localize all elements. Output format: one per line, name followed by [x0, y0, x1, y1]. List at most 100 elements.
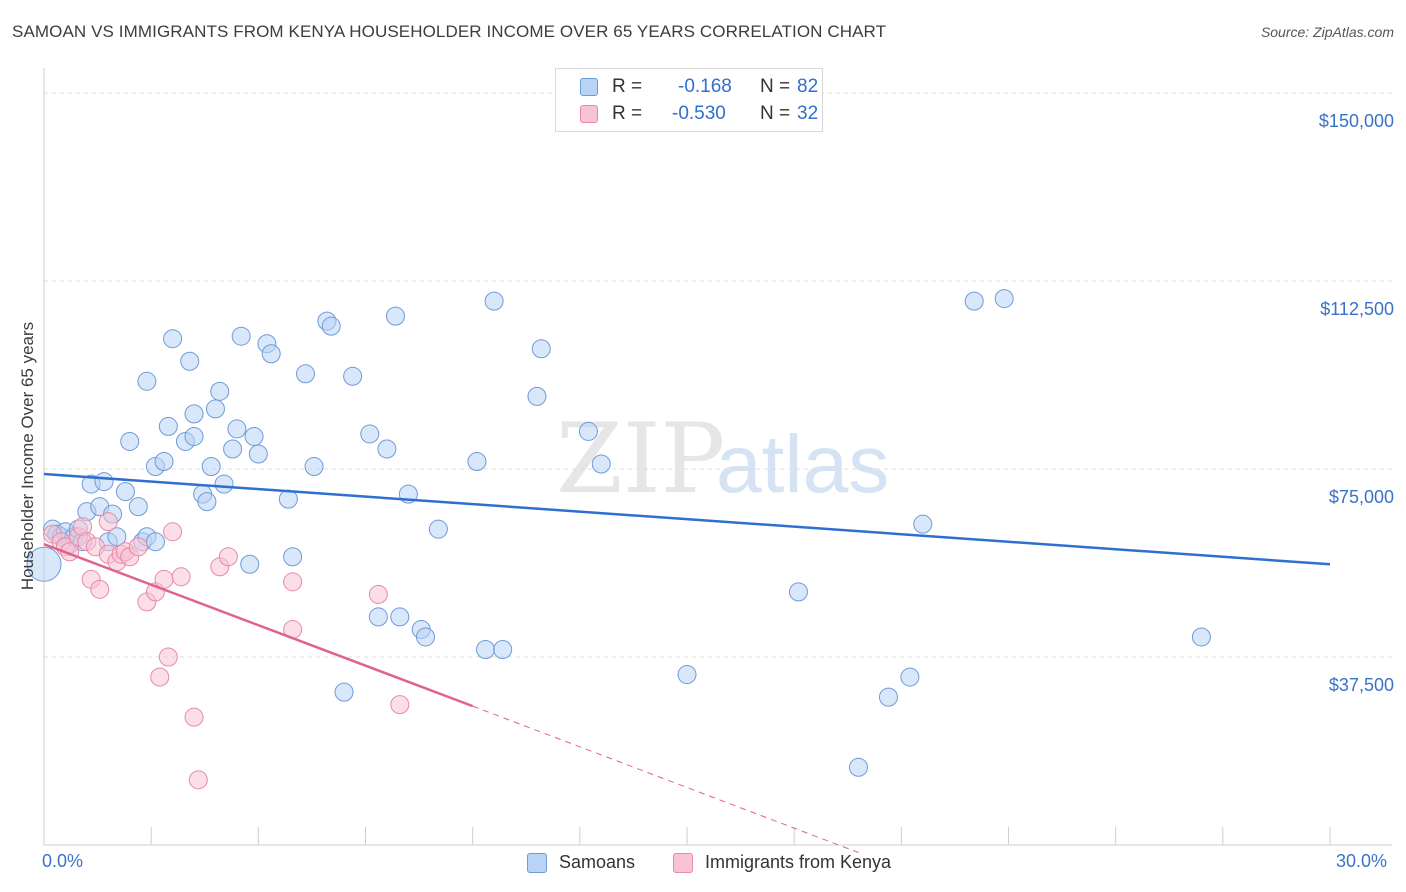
kenya-points [43, 512, 410, 790]
bottom-legend-swatch-samoans [527, 853, 547, 873]
axes [43, 68, 1392, 846]
samoans-point [493, 639, 513, 659]
kenya-point [218, 547, 238, 567]
kenya-point [390, 695, 410, 715]
legend-n-value-samoans: 82 [797, 76, 819, 97]
samoans-point [145, 532, 165, 552]
y-tick-label: $112,500 [1320, 299, 1394, 320]
samoans-point [94, 472, 114, 492]
samoans-point [244, 426, 264, 446]
legend-swatch-samoans [580, 78, 598, 96]
samoans-point [428, 519, 448, 539]
kenya-point [188, 770, 208, 790]
samoans-point [484, 291, 504, 311]
samoans-point [107, 527, 127, 547]
legend-r-label: R = [612, 103, 643, 124]
samoans-point [360, 424, 380, 444]
kenya-point [163, 522, 183, 542]
legend-n-label: N = [760, 103, 791, 124]
legend-swatch-kenya [580, 105, 598, 123]
legend-r-value-samoans: -0.168 [678, 76, 732, 97]
legend-n-value-kenya: 32 [797, 103, 819, 124]
legend-n-label: N = [760, 76, 791, 97]
samoans-point [205, 399, 225, 419]
samoans-trend-line [43, 472, 1331, 566]
samoans-point [223, 439, 243, 459]
y-tick-label: $150,000 [1318, 111, 1394, 132]
samoans-points [26, 289, 1211, 777]
samoans-point [197, 492, 217, 512]
samoans-point [231, 326, 251, 346]
kenya-point [154, 569, 174, 589]
samoans-point [531, 339, 551, 359]
samoans-point [994, 289, 1014, 309]
samoans-point [900, 667, 920, 687]
samoans-point [214, 474, 234, 494]
samoans-point [416, 627, 436, 647]
samoans-point [158, 416, 178, 436]
bottom-legend-swatch-kenya [673, 853, 693, 873]
y-axis-label: Householder Income Over 65 years [18, 321, 37, 591]
samoans-point [120, 431, 140, 451]
correlation-legend: R = -0.168 N = 82 R = -0.530 N = 32 [555, 68, 823, 132]
samoans-point [261, 344, 281, 364]
samoans-point [476, 639, 496, 659]
samoans-point [913, 514, 933, 534]
watermark: ZIP atlas [556, 403, 889, 515]
samoans-point [295, 364, 315, 384]
bottom-legend-label-kenya: Immigrants from Kenya [705, 852, 892, 872]
samoans-point [184, 426, 204, 446]
kenya-trend-extension [472, 705, 859, 853]
samoans-point [248, 444, 268, 464]
samoans-point [386, 306, 406, 326]
samoans-point [26, 546, 62, 582]
samoans-point [578, 421, 598, 441]
kenya-point [171, 567, 191, 587]
samoans-point [848, 757, 868, 777]
samoans-point [283, 547, 303, 567]
watermark-zip: ZIP [556, 403, 725, 515]
kenya-point [158, 647, 178, 667]
samoans-point [128, 497, 148, 517]
samoans-point [527, 386, 547, 406]
trend-lines [43, 472, 1331, 853]
samoans-point [210, 381, 230, 401]
samoans-point [591, 454, 611, 474]
samoans-point [201, 457, 221, 477]
samoans-point [390, 607, 410, 627]
samoans-point [343, 366, 363, 386]
samoans-point [1191, 627, 1211, 647]
samoans-point [467, 452, 487, 472]
kenya-point [283, 572, 303, 592]
samoans-point [964, 291, 984, 311]
kenya-point [128, 537, 148, 557]
samoans-point [184, 404, 204, 424]
samoans-point [137, 371, 157, 391]
legend-r-value-kenya: -0.530 [672, 103, 726, 124]
kenya-point [184, 707, 204, 727]
samoans-point [240, 554, 260, 574]
x-tick-label-max: 30.0% [1336, 851, 1388, 871]
samoans-point [227, 419, 247, 439]
samoans-point [154, 452, 174, 472]
y-tick-label: $37,500 [1328, 675, 1394, 696]
samoans-point [788, 582, 808, 602]
samoans-point [677, 665, 697, 685]
kenya-trend-line [43, 543, 474, 708]
samoans-point [321, 316, 341, 336]
kenya-point [90, 579, 110, 599]
x-tick-label-min: 0.0% [42, 851, 84, 871]
legend-r-label: R = [612, 76, 643, 97]
kenya-point [150, 667, 170, 687]
samoans-point [368, 607, 388, 627]
samoans-point [377, 439, 397, 459]
samoans-point [304, 457, 324, 477]
source-label: Source: ZipAtlas.com [1260, 24, 1394, 40]
watermark-atlas: atlas [716, 419, 889, 510]
samoans-point [334, 682, 354, 702]
samoans-point [115, 482, 135, 502]
kenya-point [98, 512, 118, 532]
samoans-point [163, 329, 183, 349]
kenya-point [368, 584, 388, 604]
